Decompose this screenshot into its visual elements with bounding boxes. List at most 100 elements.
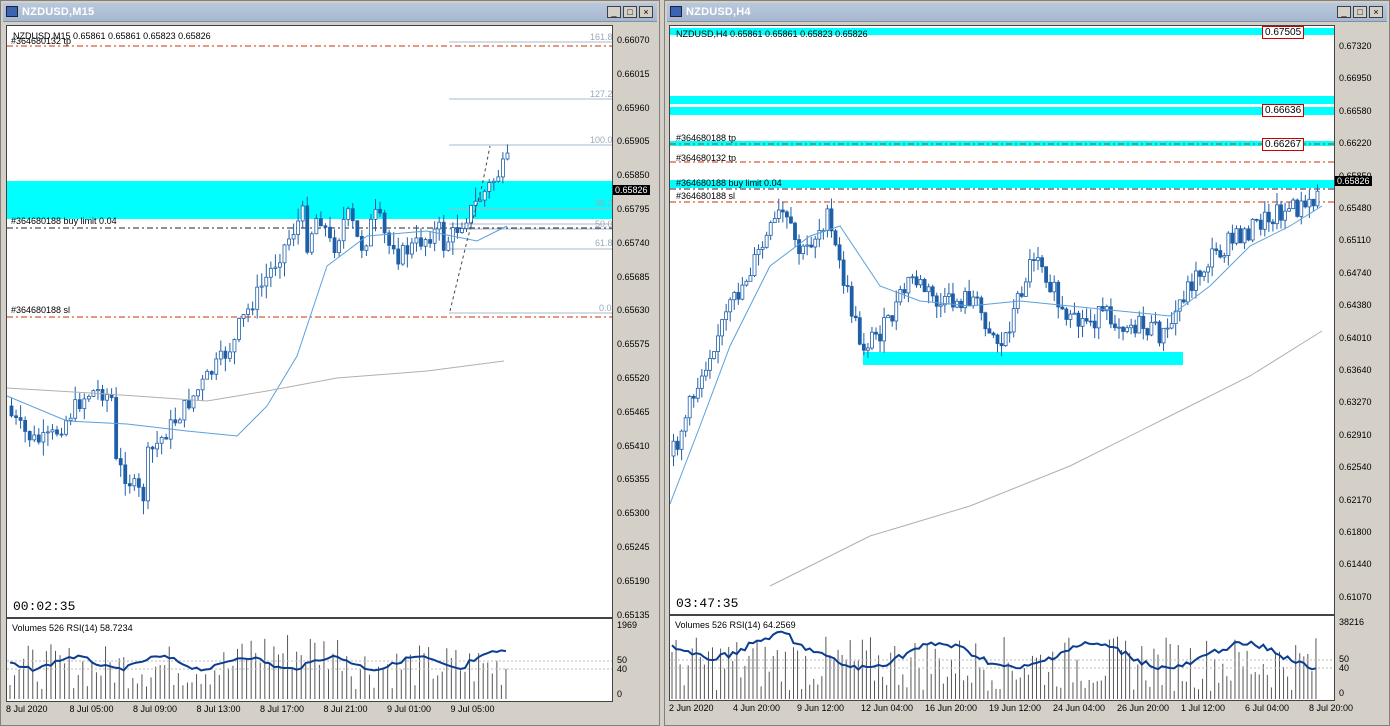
candle-body bbox=[906, 276, 911, 294]
candle-body bbox=[1137, 315, 1142, 334]
fast-ma bbox=[7, 225, 508, 437]
candle-body bbox=[341, 218, 346, 242]
candle-body bbox=[1206, 266, 1210, 273]
fib-label-0: 0.0 bbox=[599, 303, 612, 313]
maximize-button[interactable]: □ bbox=[623, 6, 637, 18]
candle-body bbox=[355, 220, 360, 237]
candle-body bbox=[1121, 326, 1125, 332]
price-tick: 0.65300 bbox=[617, 508, 650, 519]
ind-tick: 0 bbox=[617, 689, 623, 699]
candle-body bbox=[1258, 219, 1263, 230]
price-tick: 0.65520 bbox=[617, 373, 650, 383]
candle-body bbox=[482, 190, 487, 201]
candle-body bbox=[318, 218, 323, 227]
price-tick: 0.65410 bbox=[617, 440, 650, 451]
candle-body bbox=[890, 315, 895, 322]
left-candle-timer: 00:02:35 bbox=[13, 599, 76, 614]
price-tick: 0.65355 bbox=[617, 474, 650, 485]
candle-body bbox=[708, 358, 712, 371]
candle-body bbox=[146, 446, 150, 502]
left-price-chart[interactable]: NZDUSD,M15 0.65861 0.65861 0.65823 0.658… bbox=[6, 25, 613, 618]
right-price-chart[interactable]: NZDUSD,H4 0.65861 0.65861 0.65823 0.6582… bbox=[669, 25, 1335, 615]
candle-body bbox=[118, 458, 123, 466]
candle-body bbox=[328, 226, 332, 239]
candle-body bbox=[1145, 328, 1150, 336]
candle-body bbox=[1299, 200, 1304, 217]
time-tick: 4 Jun 20:00 bbox=[733, 703, 781, 713]
candle-body bbox=[671, 440, 676, 457]
fib-label-100: 100.0 bbox=[590, 135, 613, 145]
left-title-bar[interactable]: NZDUSD,M15 _ □ × bbox=[3, 3, 657, 22]
candle-body bbox=[73, 399, 78, 419]
candle-body bbox=[114, 397, 119, 459]
left-header-info: NZDUSD,M15 0.65861 0.65861 0.65823 0.658… bbox=[13, 31, 211, 41]
right-title-bar[interactable]: NZDUSD,H4 _ □ × bbox=[667, 3, 1387, 22]
candle-body bbox=[450, 227, 455, 243]
slow-ma bbox=[769, 330, 1323, 587]
right-indicator-panel[interactable]: Volumes 526 RSI(14) 64.2569 bbox=[669, 615, 1335, 701]
candle-body bbox=[805, 244, 810, 247]
minimize-button[interactable]: _ bbox=[607, 6, 621, 18]
candle-body bbox=[255, 286, 260, 310]
left-chart-window[interactable]: NZDUSD,M15 _ □ × NZDUSD,M15 0.65861 0.65… bbox=[0, 0, 660, 726]
resistance-zone-2 bbox=[670, 96, 1334, 104]
maximize-button[interactable]: □ bbox=[1353, 6, 1367, 18]
fib-label-161: 161.8 bbox=[590, 32, 613, 42]
left-window-title: NZDUSD,M15 bbox=[22, 6, 95, 18]
time-tick: 9 Jul 01:00 bbox=[387, 704, 432, 714]
left-indicator-canvas bbox=[7, 635, 612, 699]
candle-body bbox=[232, 339, 237, 353]
candle-body bbox=[378, 208, 382, 214]
resistance-zone-1 bbox=[670, 28, 1334, 35]
close-button[interactable]: × bbox=[1369, 6, 1383, 18]
candle-body bbox=[1027, 259, 1032, 283]
left-price-axis: 0.66070 0.66015 0.65960 0.65905 0.65850 0.657… bbox=[613, 25, 657, 620]
fib-label-127: 127.2 bbox=[590, 89, 613, 99]
time-tick: 16 Jun 20:00 bbox=[925, 703, 978, 713]
price-tick: 0.67320 bbox=[1339, 41, 1372, 51]
candle-body bbox=[264, 276, 269, 287]
candle-body bbox=[132, 478, 137, 487]
candle-body bbox=[1060, 306, 1065, 310]
candle-body bbox=[1238, 228, 1243, 244]
candle-body bbox=[995, 334, 1000, 344]
candle-body bbox=[951, 293, 955, 308]
candle-body bbox=[1129, 324, 1134, 329]
candle-body bbox=[1303, 200, 1308, 208]
candle-body bbox=[282, 244, 287, 264]
right-time-axis: 2 Jun 2020 4 Jun 20:00 9 Jun 12:00 12 Jun 0… bbox=[669, 701, 1353, 721]
minimize-button[interactable]: _ bbox=[1337, 6, 1351, 18]
close-button[interactable]: × bbox=[639, 6, 653, 18]
candle-body bbox=[150, 446, 155, 450]
right-chart-window[interactable]: NZDUSD,H4 _ □ × NZDUSD,H4 0.65861 0.6586… bbox=[664, 0, 1390, 726]
candle-body bbox=[817, 230, 822, 240]
price-tick: 0.65960 bbox=[617, 102, 650, 113]
candle-body bbox=[396, 248, 401, 265]
candle-body bbox=[776, 209, 781, 219]
fib-label-38: 38.2 bbox=[595, 198, 613, 208]
candle-body bbox=[432, 228, 437, 244]
candle-body bbox=[164, 437, 169, 440]
left-indicator-panel[interactable]: Volumes 526 RSI(14) 58.7234 bbox=[6, 618, 613, 702]
candle-body bbox=[983, 312, 988, 330]
candle-body bbox=[1210, 248, 1215, 268]
candle-body bbox=[1287, 208, 1291, 212]
candle-body bbox=[1108, 306, 1113, 325]
candle-body bbox=[505, 152, 510, 160]
candle-body bbox=[1234, 228, 1239, 244]
candle-body bbox=[728, 299, 733, 313]
candle-body bbox=[250, 308, 255, 311]
candle-body bbox=[797, 239, 801, 255]
candle-body bbox=[1044, 266, 1049, 283]
candle-body bbox=[1040, 257, 1044, 268]
candle-body bbox=[177, 419, 182, 424]
candle-body bbox=[1194, 270, 1198, 291]
candle-body bbox=[720, 319, 724, 337]
candle-body bbox=[109, 394, 114, 398]
right-window-title: NZDUSD,H4 bbox=[686, 6, 751, 18]
level-box-3: 0.66267 bbox=[1262, 138, 1305, 151]
candle-body bbox=[772, 218, 777, 224]
candle-body bbox=[205, 371, 210, 380]
candle-body bbox=[1032, 259, 1036, 261]
candle-body bbox=[496, 176, 501, 182]
